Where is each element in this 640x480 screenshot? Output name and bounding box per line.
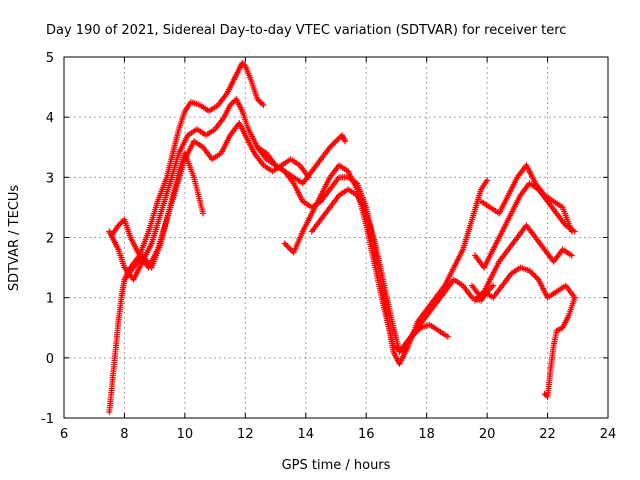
data-point (568, 252, 575, 259)
y-tick-label: 5 (46, 51, 54, 66)
x-tick-label: 8 (120, 427, 128, 442)
y-tick-label: 2 (46, 232, 54, 247)
x-tick-label: 24 (600, 427, 617, 442)
satellite-track-11 (472, 264, 578, 304)
x-tick-labels: 6 8 10 12 14 16 18 20 22 24 (60, 427, 616, 442)
data-point (484, 177, 491, 184)
y-tick-label: 1 (46, 292, 54, 307)
data-point (305, 174, 312, 181)
satellite-track-7 (308, 186, 497, 355)
data-point (571, 228, 578, 235)
data-point (200, 210, 207, 217)
x-tick-label: 22 (539, 427, 556, 442)
y-tick-label: 3 (46, 171, 54, 186)
satellite-track-12 (541, 294, 578, 400)
satellite-track-4 (121, 150, 207, 283)
x-tick-label: 18 (418, 427, 435, 442)
data-markers (106, 60, 578, 415)
y-axis-label: SDTVAR / TECUs (7, 185, 22, 292)
x-tick-label: 16 (358, 427, 375, 442)
satellite-track-9 (472, 180, 578, 271)
y-tick-label: 4 (46, 111, 54, 126)
satellite-track-2 (106, 96, 349, 283)
x-axis-label: GPS time / hours (282, 458, 391, 473)
x-tick-label: 12 (237, 427, 254, 442)
x-tick-label: 6 (60, 427, 68, 442)
data-point (490, 282, 497, 289)
data-point (260, 102, 267, 109)
data-point (571, 294, 578, 301)
y-tick-labels: -1 0 1 2 3 4 5 (41, 51, 54, 427)
plot-frame (63, 56, 609, 419)
chart-title: Day 190 of 2021, Sidereal Day-to-day VTE… (46, 23, 566, 38)
satellite-track-6 (281, 162, 451, 355)
x-tick-label: 14 (298, 427, 315, 442)
data-point (342, 138, 349, 145)
data-point (444, 333, 451, 340)
y-tick-label: -1 (41, 412, 54, 427)
x-tick-label: 10 (177, 427, 194, 442)
y-tick-label: 0 (46, 352, 54, 367)
x-tick-label: 20 (479, 427, 496, 442)
